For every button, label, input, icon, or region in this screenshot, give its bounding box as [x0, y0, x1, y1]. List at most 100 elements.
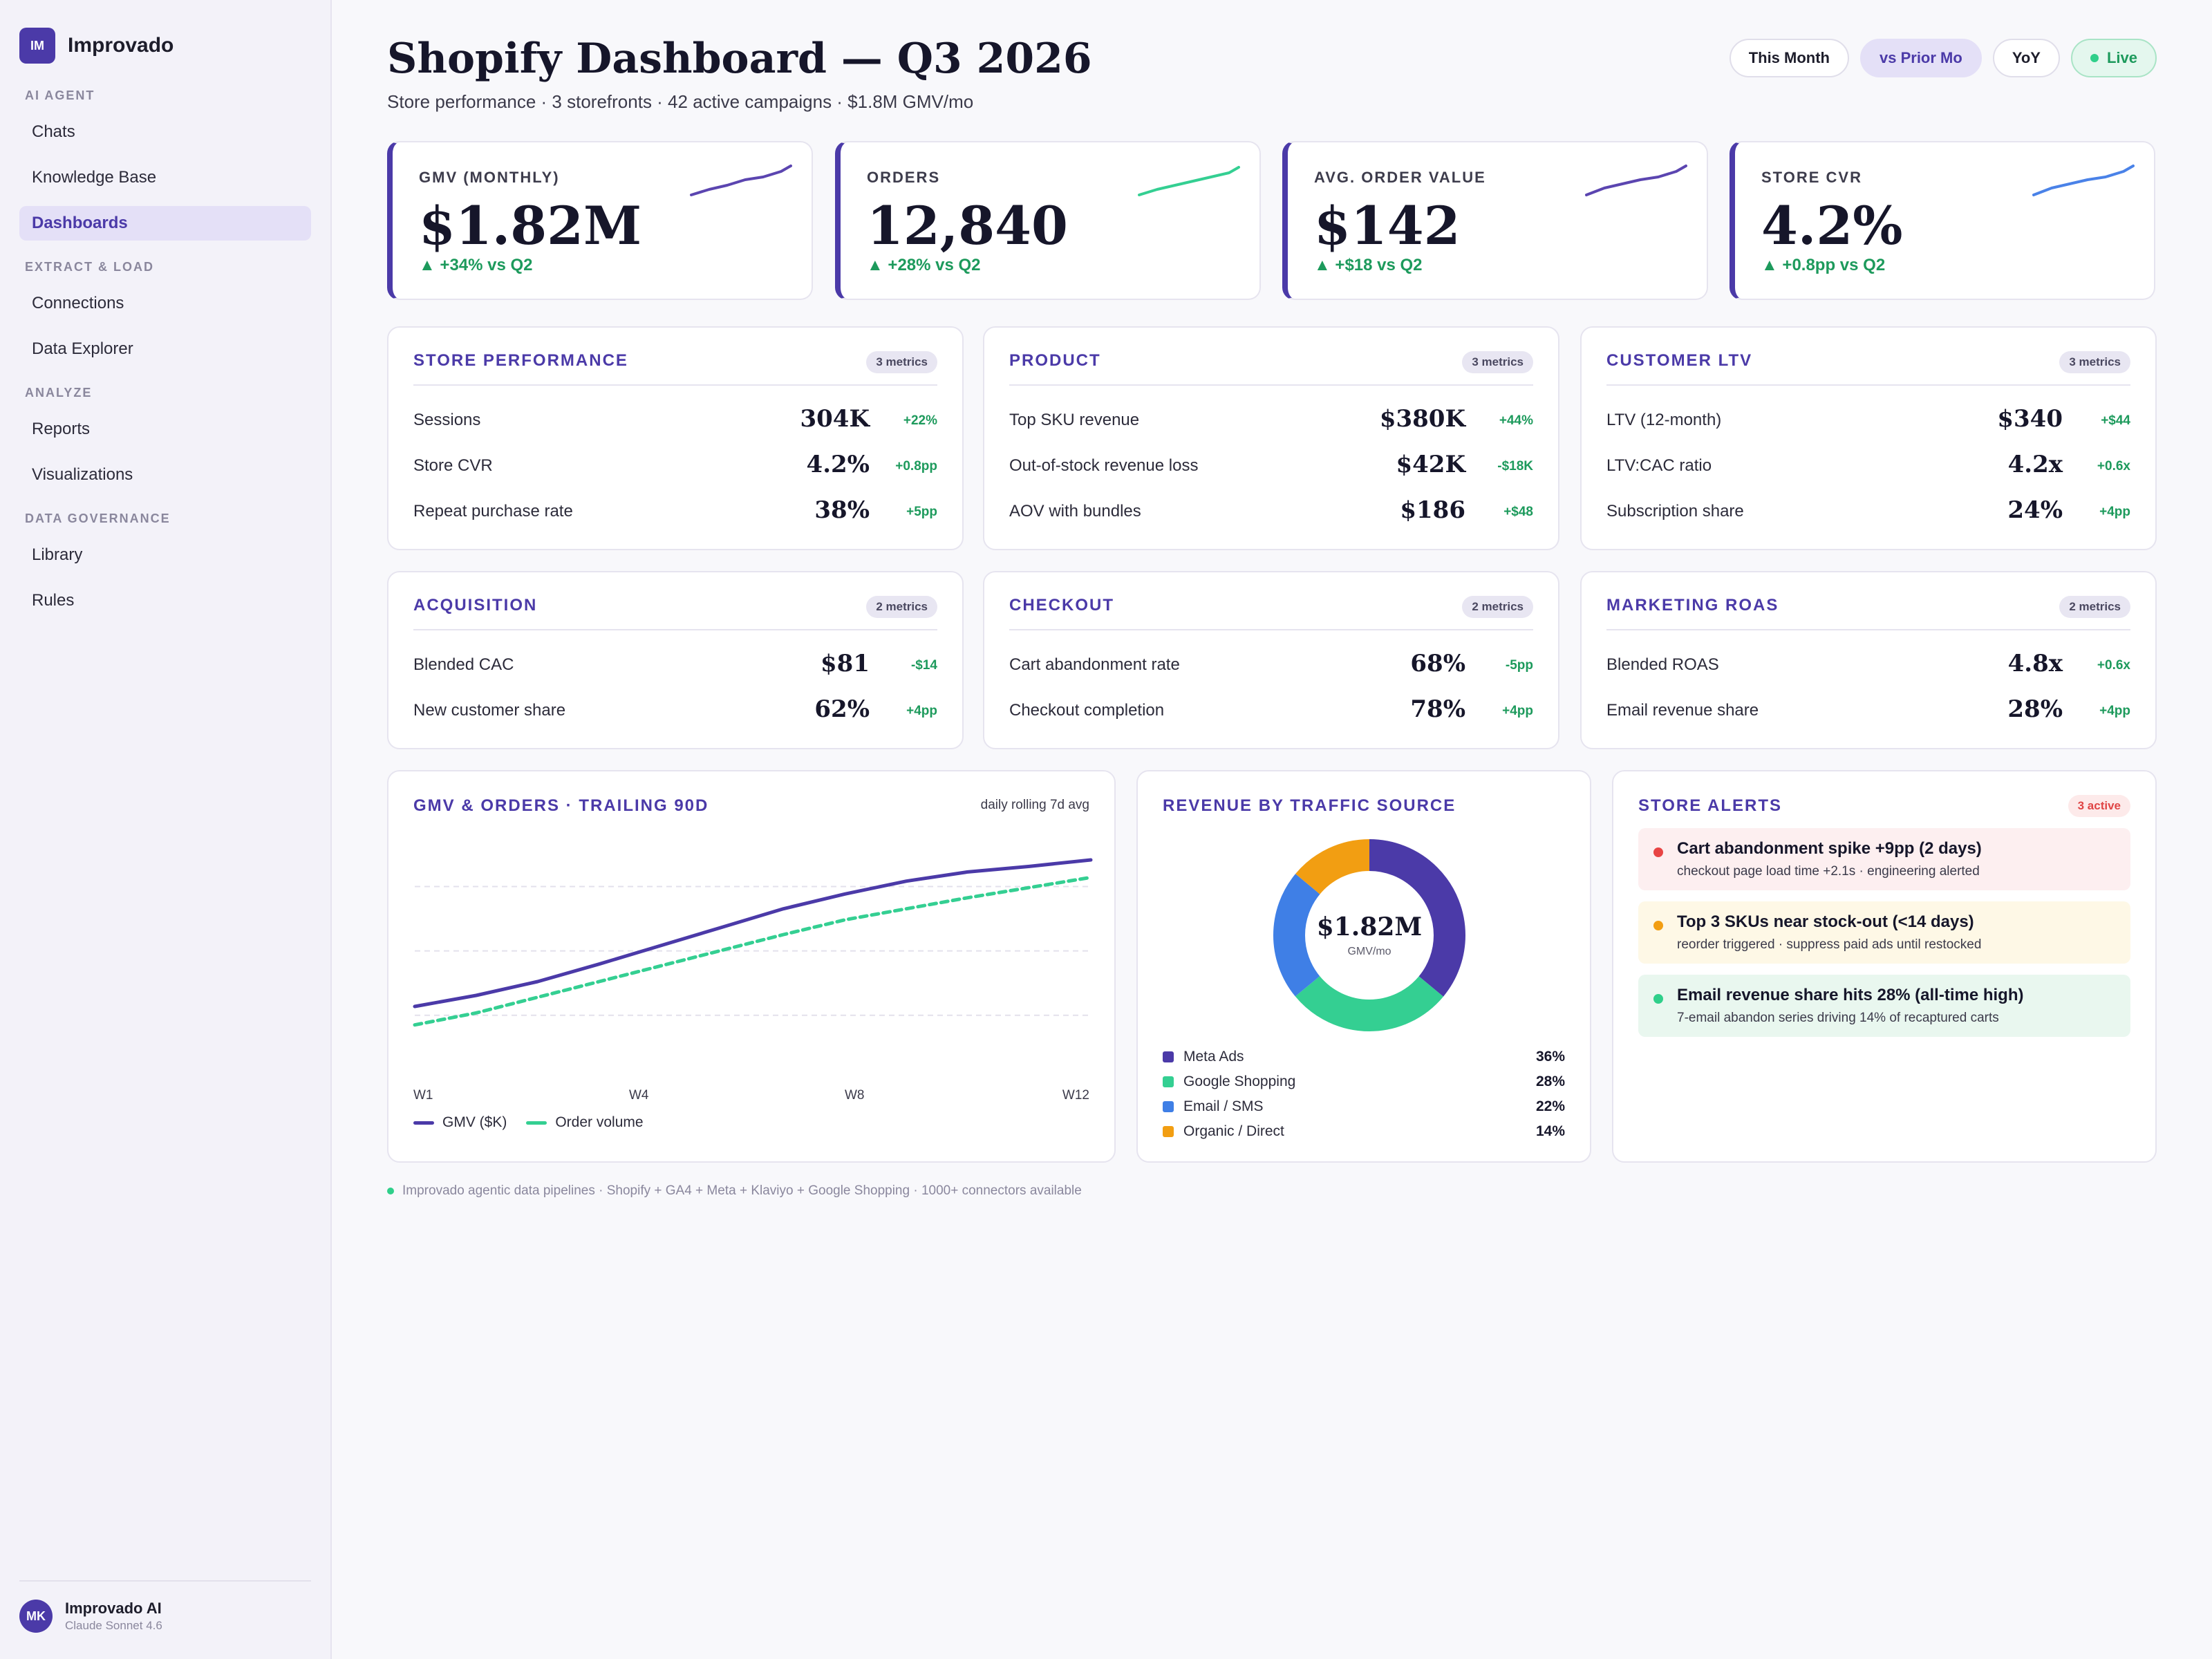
- metric-delta: +5pp: [906, 505, 937, 519]
- nav-section-data-governance: DATA GOVERNANCE: [25, 512, 171, 525]
- metric-label: Subscription share: [1606, 502, 1744, 521]
- metric-value: $81: [821, 650, 870, 677]
- metric-value: 304K: [800, 405, 870, 433]
- sidebar-item-connections[interactable]: Connections: [32, 294, 124, 312]
- legend-label: Google Shopping: [1183, 1074, 1296, 1089]
- sidebar-item-data-explorer[interactable]: Data Explorer: [32, 339, 133, 358]
- kpi-card-aov[interactable]: AVG. ORDER VALUE $142 ▲ +$18 vs Q2: [1282, 141, 1708, 300]
- sidebar-item-rules[interactable]: Rules: [32, 591, 75, 610]
- metric-count-badge: 2 metrics: [1462, 596, 1533, 618]
- metric-delta: -5pp: [1505, 658, 1533, 673]
- sidebar: IM Improvado AI AGENT Chats Knowledge Ba…: [0, 0, 332, 1659]
- kpi-card-store-cvr[interactable]: STORE CVR 4.2% ▲ +0.8pp vs Q2: [1730, 141, 2155, 300]
- metric-label: Cart abandonment rate: [1009, 655, 1180, 674]
- legend-swatch: [1163, 1101, 1174, 1112]
- metric-row: Checkout completion 78% +4pp: [1009, 695, 1533, 726]
- footer-text: Improvado agentic data pipelines · Shopi…: [402, 1183, 1082, 1198]
- kpi-card-orders[interactable]: ORDERS 12,840 ▲ +28% vs Q2: [835, 141, 1261, 300]
- metric-row: Top SKU revenue $380K +44%: [1009, 405, 1533, 435]
- panel-customer-ltv[interactable]: CUSTOMER LTV 3 metrics LTV (12-month) $3…: [1580, 326, 2157, 550]
- divider: [413, 629, 937, 630]
- alert-title: Email revenue share hits 28% (all-time h…: [1677, 986, 2024, 1004]
- metric-label: Top SKU revenue: [1009, 411, 1140, 429]
- panel-checkout[interactable]: CHECKOUT 2 metrics Cart abandonment rate…: [983, 571, 1559, 749]
- page-title: Shopify Dashboard — Q3 2026: [387, 35, 1092, 83]
- metric-label: Out-of-stock revenue loss: [1009, 456, 1199, 475]
- donut-slice-organic-direct[interactable]: [1273, 839, 1465, 1031]
- alert-item[interactable]: Cart abandonment spike +9pp (2 days) che…: [1638, 828, 2130, 890]
- sidebar-item-chats[interactable]: Chats: [32, 122, 75, 141]
- chart-title: REVENUE BY TRAFFIC SOURCE: [1163, 796, 1456, 815]
- metric-row: Blended CAC $81 -$14: [413, 650, 937, 680]
- metric-row: Email revenue share 28% +4pp: [1606, 695, 2130, 726]
- kpi-value: 4.2%: [1761, 195, 1903, 256]
- metric-delta: +0.6x: [2097, 658, 2130, 673]
- brand[interactable]: IM Improvado: [19, 28, 174, 64]
- metric-count-badge: 3 metrics: [2059, 351, 2130, 373]
- nav-section-analyze: ANALYZE: [25, 386, 93, 400]
- sidebar-item-visualizations[interactable]: Visualizations: [32, 465, 133, 484]
- panel-store-performance[interactable]: STORE PERFORMANCE 3 metrics Sessions 304…: [387, 326, 964, 550]
- metric-value: 28%: [2007, 695, 2063, 723]
- live-toggle[interactable]: Live: [2070, 39, 2157, 77]
- metric-value: $42K: [1396, 451, 1465, 478]
- panel-product[interactable]: PRODUCT 3 metrics Top SKU revenue $380K …: [983, 326, 1559, 550]
- metric-label: New customer share: [413, 701, 566, 720]
- period-controls: This Month vs Prior Mo YoY Live: [1729, 39, 2157, 77]
- kpi-delta: ▲ +$18 vs Q2: [1314, 256, 1423, 274]
- metric-value: 4.2%: [806, 451, 870, 478]
- sidebar-item-reports[interactable]: Reports: [32, 420, 91, 438]
- user-info: Improvado AI Claude Sonnet 4.6: [65, 1600, 162, 1633]
- alert-item[interactable]: Top 3 SKUs near stock-out (<14 days) reo…: [1638, 901, 2130, 964]
- legend-value: 22%: [1535, 1098, 1565, 1114]
- chart-note: daily rolling 7d avg: [980, 798, 1089, 812]
- legend-row: Organic / Direct 14%: [1163, 1121, 1565, 1142]
- metric-delta: +4pp: [906, 704, 937, 718]
- legend-swatch-orders: [526, 1121, 547, 1125]
- metric-value: 4.2x: [2007, 451, 2063, 478]
- donut-chart: $1.82M GMV/mo: [1269, 835, 1470, 1035]
- sidebar-item-knowledge-base[interactable]: Knowledge Base: [32, 168, 157, 187]
- donut-slice-email-sms[interactable]: [1273, 839, 1465, 1031]
- sparkline-icon: [2032, 165, 2135, 196]
- legend-row: Email / SMS 22%: [1163, 1096, 1565, 1117]
- sidebar-item-dashboards[interactable]: Dashboards: [19, 206, 311, 241]
- metric-label: LTV:CAC ratio: [1606, 456, 1712, 475]
- user-profile[interactable]: MK Improvado AI Claude Sonnet 4.6: [19, 1600, 162, 1633]
- metric-count-badge: 3 metrics: [1462, 351, 1533, 373]
- yoy-button[interactable]: YoY: [1992, 39, 2060, 77]
- legend-label: GMV ($K): [442, 1114, 507, 1130]
- alerts-count-badge: 3 active: [2068, 795, 2130, 817]
- kpi-card-gmv[interactable]: GMV (MONTHLY) $1.82M ▲ +34% vs Q2: [387, 141, 813, 300]
- this-month-button[interactable]: This Month: [1729, 39, 1849, 77]
- metric-row: Blended ROAS 4.8x +0.6x: [1606, 650, 2130, 680]
- metric-delta: +$44: [2101, 413, 2130, 428]
- donut-center-label: GMV/mo: [1347, 946, 1391, 957]
- metric-delta: +22%: [903, 413, 937, 428]
- metric-row: Subscription share 24% +4pp: [1606, 496, 2130, 527]
- metric-row: New customer share 62% +4pp: [413, 695, 937, 726]
- donut-slice-google-shopping[interactable]: [1273, 839, 1465, 1031]
- metric-value: 4.8x: [2007, 650, 2063, 677]
- metric-count-badge: 2 metrics: [866, 596, 937, 618]
- metric-row: Repeat purchase rate 38% +5pp: [413, 496, 937, 527]
- metric-delta: +4pp: [1502, 704, 1533, 718]
- alert-item[interactable]: Email revenue share hits 28% (all-time h…: [1638, 975, 2130, 1037]
- chart-legend: GMV ($K) Order volume: [413, 1114, 644, 1131]
- brand-logo: IM: [19, 28, 55, 64]
- metric-value: 62%: [814, 695, 870, 723]
- store-alerts-card[interactable]: STORE ALERTS 3 active Cart abandonment s…: [1612, 770, 2157, 1163]
- metric-row: LTV:CAC ratio 4.2x +0.6x: [1606, 451, 2130, 481]
- metric-delta: +4pp: [2099, 704, 2130, 718]
- alert-title: Cart abandonment spike +9pp (2 days): [1677, 839, 1982, 858]
- kpi-label: GMV (MONTHLY): [419, 169, 560, 186]
- kpi-label: STORE CVR: [1761, 169, 1862, 186]
- trend-chart-card[interactable]: GMV & ORDERS · TRAILING 90D daily rollin…: [387, 770, 1116, 1163]
- panel-acquisition[interactable]: ACQUISITION 2 metrics Blended CAC $81 -$…: [387, 571, 964, 749]
- sidebar-item-library[interactable]: Library: [32, 545, 83, 564]
- metric-value: 78%: [1410, 695, 1465, 723]
- vs-prior-month-button[interactable]: vs Prior Mo: [1860, 39, 1982, 77]
- traffic-source-card[interactable]: REVENUE BY TRAFFIC SOURCE $1.82M GMV/mo …: [1136, 770, 1591, 1163]
- metric-row: LTV (12-month) $340 +$44: [1606, 405, 2130, 435]
- panel-marketing-roas[interactable]: MARKETING ROAS 2 metrics Blended ROAS 4.…: [1580, 571, 2157, 749]
